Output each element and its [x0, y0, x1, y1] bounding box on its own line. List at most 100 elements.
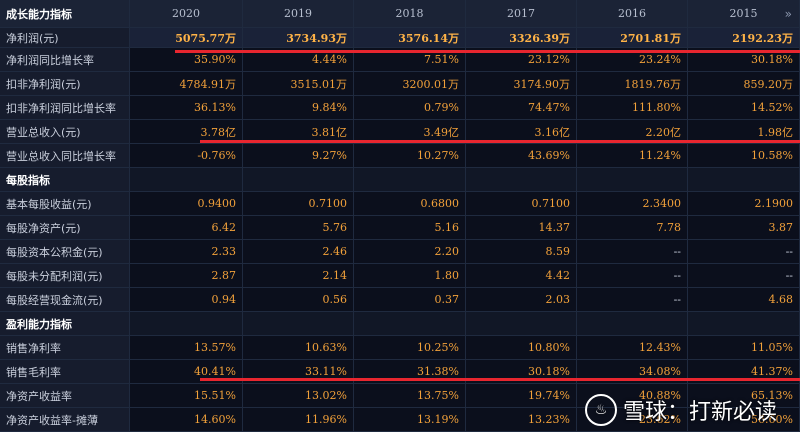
value-cell: 10.25%	[354, 336, 466, 360]
table-header-row: 成长能力指标 2020 2019 2018 2017 2016 2015 »	[0, 0, 800, 28]
value-cell	[688, 312, 800, 336]
value-cell: 11.96%	[243, 408, 354, 432]
row-label: 每股指标	[0, 168, 130, 192]
value-cell: 35.90%	[130, 48, 243, 72]
section-title-growth: 成长能力指标	[0, 0, 130, 28]
value-cell: 0.6800	[354, 192, 466, 216]
value-cell: 3174.90万	[466, 72, 577, 96]
value-cell: 19.74%	[466, 384, 577, 408]
value-cell: 34.08%	[577, 360, 688, 384]
value-cell: 2.14	[243, 264, 354, 288]
value-cell: 859.20万	[688, 72, 800, 96]
section-header-row: 每股指标	[0, 168, 800, 192]
value-cell: 3.87	[688, 216, 800, 240]
year-header[interactable]: 2016	[577, 0, 688, 28]
row-label: 每股未分配利润(元)	[0, 264, 130, 288]
value-cell	[466, 168, 577, 192]
value-cell: 14.37	[466, 216, 577, 240]
table-row: 基本每股收益(元) 0.9400 0.7100 0.6800 0.7100 2.3400 2…	[0, 192, 800, 216]
value-cell: 0.7100	[243, 192, 354, 216]
value-cell: 0.37	[354, 288, 466, 312]
value-cell: 10.80%	[466, 336, 577, 360]
value-cell	[354, 168, 466, 192]
snowball-logo-icon: ♨	[585, 394, 617, 426]
value-cell: 1819.76万	[577, 72, 688, 96]
value-cell	[130, 168, 243, 192]
value-cell: 3326.39万	[466, 28, 577, 48]
table-row: 每股未分配利润(元) 2.87 2.14 1.80 4.42 -- --	[0, 264, 800, 288]
value-cell: 2.1900	[688, 192, 800, 216]
value-cell: 40.41%	[130, 360, 243, 384]
table-row: 每股经营现金流(元) 0.94 0.56 0.37 2.03 -- 4.68	[0, 288, 800, 312]
value-cell: 4.68	[688, 288, 800, 312]
value-cell: 10.27%	[354, 144, 466, 168]
value-cell: 0.7100	[466, 192, 577, 216]
table-row: 销售净利率 13.57% 10.63% 10.25% 10.80% 12.43% 11.05…	[0, 336, 800, 360]
value-cell: 2.33	[130, 240, 243, 264]
value-cell: 2.20	[354, 240, 466, 264]
row-label: 净资产收益率	[0, 384, 130, 408]
value-cell: 15.51%	[130, 384, 243, 408]
row-label: 盈利能力指标	[0, 312, 130, 336]
value-cell: 2192.23万	[688, 28, 800, 48]
value-cell	[688, 168, 800, 192]
value-cell: --	[688, 240, 800, 264]
value-cell: 10.58%	[688, 144, 800, 168]
value-cell	[577, 168, 688, 192]
highlight-underline	[200, 140, 800, 143]
year-header[interactable]: 2015	[688, 0, 800, 28]
value-cell: 12.43%	[577, 336, 688, 360]
value-cell: 2.20亿	[577, 120, 688, 144]
table-row: 扣非净利润(元) 4784.91万 3515.01万 3200.01万 3174.90万…	[0, 72, 800, 96]
row-label: 营业总收入(元)	[0, 120, 130, 144]
section-header-row: 盈利能力指标	[0, 312, 800, 336]
year-header[interactable]: 2018	[354, 0, 466, 28]
value-cell: 5.76	[243, 216, 354, 240]
table-row: 净资产收益率 15.51% 13.02% 13.75% 19.74% 40.88% 65.1…	[0, 384, 800, 408]
table-row: 每股净资产(元) 6.42 5.76 5.16 14.37 7.78 3.87	[0, 216, 800, 240]
value-cell: 11.24%	[577, 144, 688, 168]
value-cell: 3576.14万	[354, 28, 466, 48]
value-cell: 0.56	[243, 288, 354, 312]
value-cell: 13.19%	[354, 408, 466, 432]
row-label: 每股净资产(元)	[0, 216, 130, 240]
value-cell: 4.44%	[243, 48, 354, 72]
value-cell	[577, 312, 688, 336]
value-cell: 23.12%	[466, 48, 577, 72]
year-header[interactable]: 2020	[130, 0, 243, 28]
year-header[interactable]: 2017	[466, 0, 577, 28]
value-cell: 33.11%	[243, 360, 354, 384]
value-cell: 7.51%	[354, 48, 466, 72]
year-header[interactable]: 2019	[243, 0, 354, 28]
value-cell	[466, 312, 577, 336]
value-cell: 11.05%	[688, 336, 800, 360]
value-cell: 2.87	[130, 264, 243, 288]
value-cell: 3.78亿	[130, 120, 243, 144]
value-cell: 13.23%	[466, 408, 577, 432]
value-cell: 2.3400	[577, 192, 688, 216]
value-cell: 23.24%	[577, 48, 688, 72]
value-cell: --	[688, 264, 800, 288]
value-cell: 5075.77万	[130, 28, 243, 48]
table-row: 营业总收入同比增长率 -0.76% 9.27% 10.27% 43.69% 11.24% 1…	[0, 144, 800, 168]
chevron-right-icon[interactable]: »	[784, 7, 792, 21]
value-cell	[130, 312, 243, 336]
value-cell: 40.88%	[577, 384, 688, 408]
highlight-underline	[200, 378, 800, 381]
row-label: 销售净利率	[0, 336, 130, 360]
row-label: 每股资本公积金(元)	[0, 240, 130, 264]
value-cell: 7.78	[577, 216, 688, 240]
value-cell: 3515.01万	[243, 72, 354, 96]
value-cell: 43.69%	[466, 144, 577, 168]
value-cell: 3734.93万	[243, 28, 354, 48]
table-row: 销售毛利率 40.41% 33.11% 31.38% 30.18% 34.08% 41.37…	[0, 360, 800, 384]
value-cell: 0.79%	[354, 96, 466, 120]
value-cell: 3.16亿	[466, 120, 577, 144]
value-cell: 10.63%	[243, 336, 354, 360]
value-cell: 111.80%	[577, 96, 688, 120]
watermark-text: 雪球：打新必读	[623, 400, 778, 425]
row-label: 基本每股收益(元)	[0, 192, 130, 216]
value-cell: --	[577, 240, 688, 264]
value-cell: 14.52%	[688, 96, 800, 120]
table-row: 净利润(元) 5075.77万 3734.93万 3576.14万 3326.39万 27…	[0, 28, 800, 48]
